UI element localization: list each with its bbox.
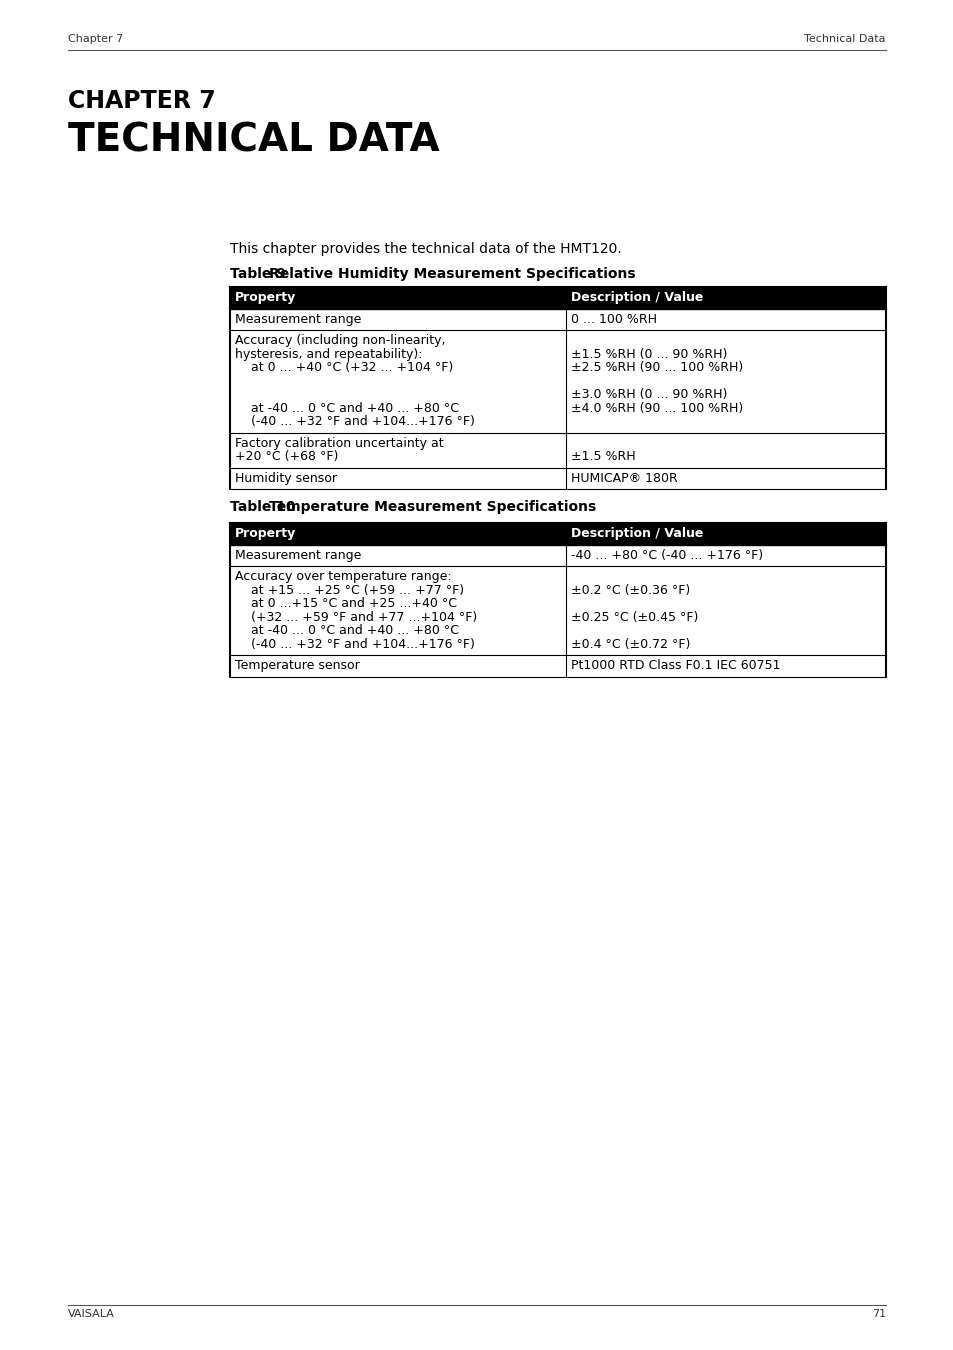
Bar: [230, 544, 885, 566]
Text: ±0.2 °C (±0.36 °F): ±0.2 °C (±0.36 °F): [571, 583, 690, 597]
Text: Description / Value: Description / Value: [571, 528, 702, 540]
Text: Measurement range: Measurement range: [234, 548, 361, 562]
Bar: [230, 309, 885, 329]
Text: Table 9: Table 9: [230, 267, 286, 281]
Text: Description / Value: Description / Value: [571, 292, 702, 304]
Text: Humidity sensor: Humidity sensor: [234, 471, 336, 485]
Text: CHAPTER 7: CHAPTER 7: [68, 89, 215, 113]
Text: at -40 ... 0 °C and +40 ... +80 °C: at -40 ... 0 °C and +40 ... +80 °C: [234, 624, 458, 637]
Text: +20 °C (+68 °F): +20 °C (+68 °F): [234, 451, 338, 463]
Text: Technical Data: Technical Data: [803, 34, 885, 45]
Text: ±0.4 °C (±0.72 °F): ±0.4 °C (±0.72 °F): [571, 637, 690, 651]
Bar: [230, 432, 885, 467]
Bar: [230, 467, 885, 489]
Text: Property: Property: [234, 528, 296, 540]
Text: Accuracy (including non-linearity,: Accuracy (including non-linearity,: [234, 335, 445, 347]
Text: This chapter provides the technical data of the HMT120.: This chapter provides the technical data…: [230, 242, 621, 256]
Text: 0 ... 100 %RH: 0 ... 100 %RH: [571, 313, 657, 325]
Text: hysteresis, and repeatability):: hysteresis, and repeatability):: [234, 348, 422, 360]
Text: ±1.5 %RH (0 ... 90 %RH): ±1.5 %RH (0 ... 90 %RH): [571, 348, 726, 360]
Text: ±2.5 %RH (90 ... 100 %RH): ±2.5 %RH (90 ... 100 %RH): [571, 362, 742, 374]
Text: ±4.0 %RH (90 ... 100 %RH): ±4.0 %RH (90 ... 100 %RH): [571, 402, 742, 414]
Text: Property: Property: [234, 292, 296, 304]
Text: Measurement range: Measurement range: [234, 313, 361, 325]
Text: at -40 ... 0 °C and +40 ... +80 °C: at -40 ... 0 °C and +40 ... +80 °C: [234, 402, 458, 414]
Text: Accuracy over temperature range:: Accuracy over temperature range:: [234, 570, 451, 583]
Text: ±3.0 %RH (0 ... 90 %RH): ±3.0 %RH (0 ... 90 %RH): [571, 389, 726, 401]
Text: VAISALA: VAISALA: [68, 1310, 114, 1319]
Text: Temperature sensor: Temperature sensor: [234, 659, 359, 672]
Text: TECHNICAL DATA: TECHNICAL DATA: [68, 122, 439, 161]
Text: Pt1000 RTD Class F0.1 IEC 60751: Pt1000 RTD Class F0.1 IEC 60751: [571, 659, 780, 672]
Text: Chapter 7: Chapter 7: [68, 34, 123, 45]
Bar: [230, 288, 885, 309]
Text: (+32 ... +59 °F and +77 ...+104 °F): (+32 ... +59 °F and +77 ...+104 °F): [234, 610, 476, 624]
Text: Temperature Measurement Specifications: Temperature Measurement Specifications: [230, 500, 596, 514]
Text: Relative Humidity Measurement Specifications: Relative Humidity Measurement Specificat…: [230, 267, 635, 281]
Bar: [230, 329, 885, 432]
Text: ±0.25 °C (±0.45 °F): ±0.25 °C (±0.45 °F): [571, 610, 698, 624]
Text: HUMICAP® 180R: HUMICAP® 180R: [571, 471, 677, 485]
Text: at +15 ... +25 °C (+59 ... +77 °F): at +15 ... +25 °C (+59 ... +77 °F): [234, 583, 464, 597]
Text: at 0 ... +40 °C (+32 ... +104 °F): at 0 ... +40 °C (+32 ... +104 °F): [234, 362, 453, 374]
Bar: [230, 522, 885, 544]
Text: at 0 ...+15 °C and +25 ...​+40 °C: at 0 ...+15 °C and +25 ...​+40 °C: [234, 597, 456, 610]
Text: Factory calibration uncertainty at: Factory calibration uncertainty at: [234, 437, 443, 450]
Text: ±1.5 %RH: ±1.5 %RH: [571, 451, 635, 463]
Text: (-40 ... +32 °F and +104...+176 °F): (-40 ... +32 °F and +104...+176 °F): [234, 637, 475, 651]
Text: -40 ... +80 °C (-40 ... +176 °F): -40 ... +80 °C (-40 ... +176 °F): [571, 548, 762, 562]
Bar: [230, 655, 885, 676]
Bar: [230, 566, 885, 655]
Text: 71: 71: [871, 1310, 885, 1319]
Text: Table 10: Table 10: [230, 500, 295, 514]
Text: (-40 ... +32 °F and +104...+176 °F): (-40 ... +32 °F and +104...+176 °F): [234, 416, 475, 428]
